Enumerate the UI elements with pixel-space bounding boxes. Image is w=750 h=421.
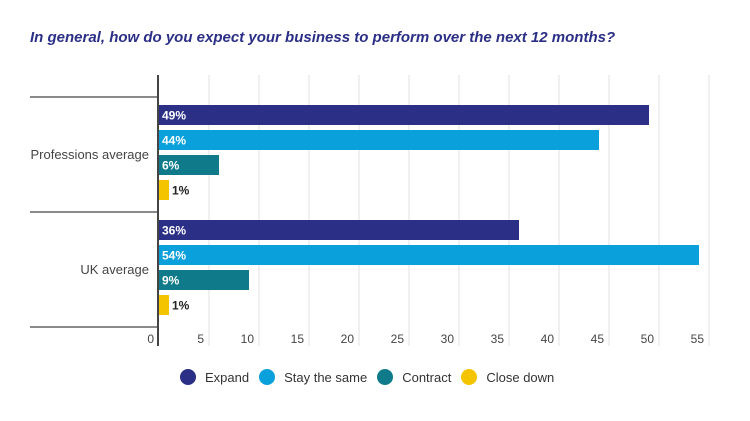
x-tick-label: 45: [591, 332, 605, 346]
data-label: 6%: [162, 159, 180, 173]
legend-item[interactable]: Contract: [377, 369, 451, 385]
data-label: 49%: [162, 109, 186, 123]
bar-stay-the-same: [159, 245, 699, 265]
legend-item[interactable]: Expand: [180, 369, 249, 385]
data-label: 44%: [162, 134, 186, 148]
bar-close-down: [159, 180, 169, 200]
bar-stay-the-same: [159, 130, 599, 150]
legend-label: Expand: [205, 369, 250, 385]
x-tick-label: 25: [391, 332, 405, 346]
chart-title: In general, how do you expect your busin…: [30, 29, 616, 46]
category-label: Professions average: [30, 147, 149, 162]
x-tick-label: 20: [341, 332, 355, 346]
data-label: 1%: [172, 299, 190, 313]
x-tick-label: 35: [491, 332, 505, 346]
bar-contract: [159, 270, 249, 290]
category-label: UK average: [80, 262, 149, 277]
x-tick-label: 50: [641, 332, 655, 346]
legend-dot-icon: [377, 369, 394, 385]
x-tick-label: 15: [291, 332, 305, 346]
data-label: 54%: [162, 249, 186, 263]
data-label: 9%: [162, 274, 180, 288]
bar-contract: [159, 155, 219, 175]
legend: Expand Stay the same Contract Close down: [180, 369, 564, 385]
legend-label: Close down: [486, 369, 555, 385]
x-tick-label: 0: [147, 332, 154, 346]
x-tick-label: 30: [441, 332, 455, 346]
legend-dot-icon: [180, 369, 196, 385]
legend-label: Contract: [402, 369, 452, 385]
legend-dot-icon: [461, 369, 478, 385]
x-tick-label: 55: [691, 332, 705, 346]
data-label: 1%: [172, 184, 190, 198]
x-tick-label: 40: [541, 332, 555, 346]
legend-label: Stay the same: [284, 369, 368, 385]
bar-close-down: [159, 295, 169, 315]
legend-dot-icon: [259, 369, 276, 385]
bar-expand: [159, 105, 649, 125]
data-label: 36%: [162, 224, 186, 238]
x-tick-label: 5: [197, 332, 204, 346]
legend-item[interactable]: Close down: [461, 369, 554, 385]
legend-item[interactable]: Stay the same: [259, 369, 367, 385]
bar-expand: [159, 220, 519, 240]
x-tick-label: 10: [241, 332, 255, 346]
